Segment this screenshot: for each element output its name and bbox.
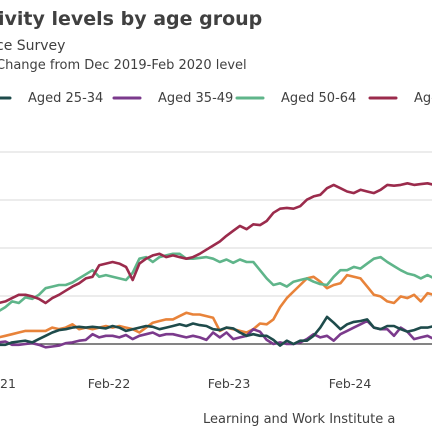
series-line-aged-50-64: [0, 252, 432, 312]
chart-subtitle: ce Survey: [0, 38, 66, 54]
source-note: Learning and Work Institute a: [203, 412, 396, 427]
x-tick-label: Feb-22: [88, 376, 131, 391]
x-tick-label: Feb-23: [208, 376, 251, 391]
x-tick-label: 21: [0, 376, 16, 391]
legend-label: Aged 25-34: [28, 91, 103, 106]
chart-title: ivity levels by age group: [0, 8, 263, 30]
y-axis-label: Change from Dec 2019-Feb 2020 level: [0, 58, 247, 73]
legend-label: Aged 35-49: [158, 91, 233, 106]
x-tick-label: Feb-24: [329, 376, 372, 391]
series-line-aged-25-34: [0, 315, 432, 347]
series-line-aged-65-: [0, 182, 432, 305]
legend-label: Aged 50-64: [281, 91, 356, 106]
legend-label: Aged 65+: [414, 91, 432, 106]
